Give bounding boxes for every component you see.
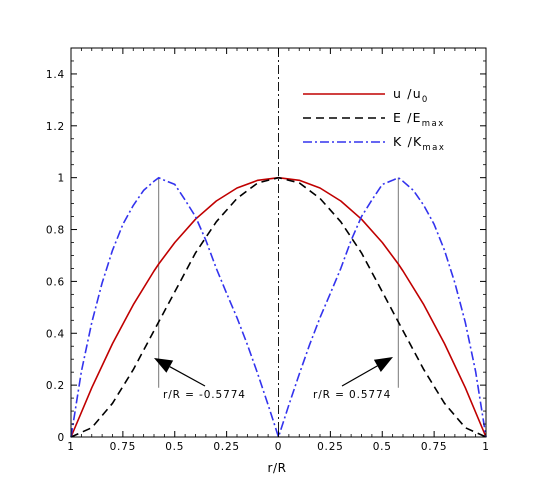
x-tick-label: 1 — [482, 441, 489, 453]
annotation-arrow-right-shaft — [341, 365, 378, 387]
x-tick-label: 0.5 — [373, 441, 392, 453]
y-tick-label: 1.2 — [46, 121, 65, 133]
legend-subscript-0: 0 — [422, 95, 429, 105]
y-tick-label: 0 — [58, 432, 65, 444]
y-tick-label: 0.6 — [46, 276, 65, 288]
x-tick-label: 0 — [275, 441, 282, 453]
y-tick-label: 0.4 — [46, 328, 65, 340]
annotation-arrow-left-shaft — [169, 366, 206, 387]
y-tick-label: 0.8 — [46, 225, 65, 237]
ticks: 1 0.75 0.5 0.25 0 0.25 0.5 0.75 100.20.40.60.811… — [46, 48, 489, 453]
x-tick-label: 1 — [67, 441, 74, 453]
legend-label-1: E /Emax — [393, 110, 445, 129]
legend-subscript-2: max — [422, 143, 445, 153]
annotation-label-left: r/R = -0.5774 — [163, 389, 246, 401]
plot-area — [70, 48, 487, 438]
legend: u /u0 E /Emax K /Kmax — [303, 86, 445, 153]
annotation-arrow-left-head — [154, 358, 174, 373]
y-tick-label: 1.4 — [46, 69, 65, 81]
x-tick-label: 0.75 — [110, 441, 137, 453]
annotations: r/R = -0.5774 r/R = 0.5774 — [154, 357, 393, 401]
y-tick-label: 0.2 — [46, 380, 65, 392]
x-tick-label: 0.25 — [317, 441, 344, 453]
series-line-2 — [70, 176, 487, 438]
x-tick-label: 0.75 — [421, 441, 448, 453]
legend-label-0: u /u0 — [393, 86, 429, 105]
x-axis-title: r/R — [267, 461, 286, 475]
x-tick-label: 0.5 — [165, 441, 184, 453]
legend-subscript-1: max — [422, 119, 445, 129]
annotation-arrow-right-head — [373, 357, 393, 372]
y-tick-label: 1 — [58, 173, 65, 185]
series-line-1 — [70, 176, 487, 438]
annotation-label-right: r/R = 0.5774 — [313, 389, 391, 401]
legend-label-2: K /Kmax — [393, 134, 445, 153]
x-tick-label: 0.25 — [213, 441, 240, 453]
